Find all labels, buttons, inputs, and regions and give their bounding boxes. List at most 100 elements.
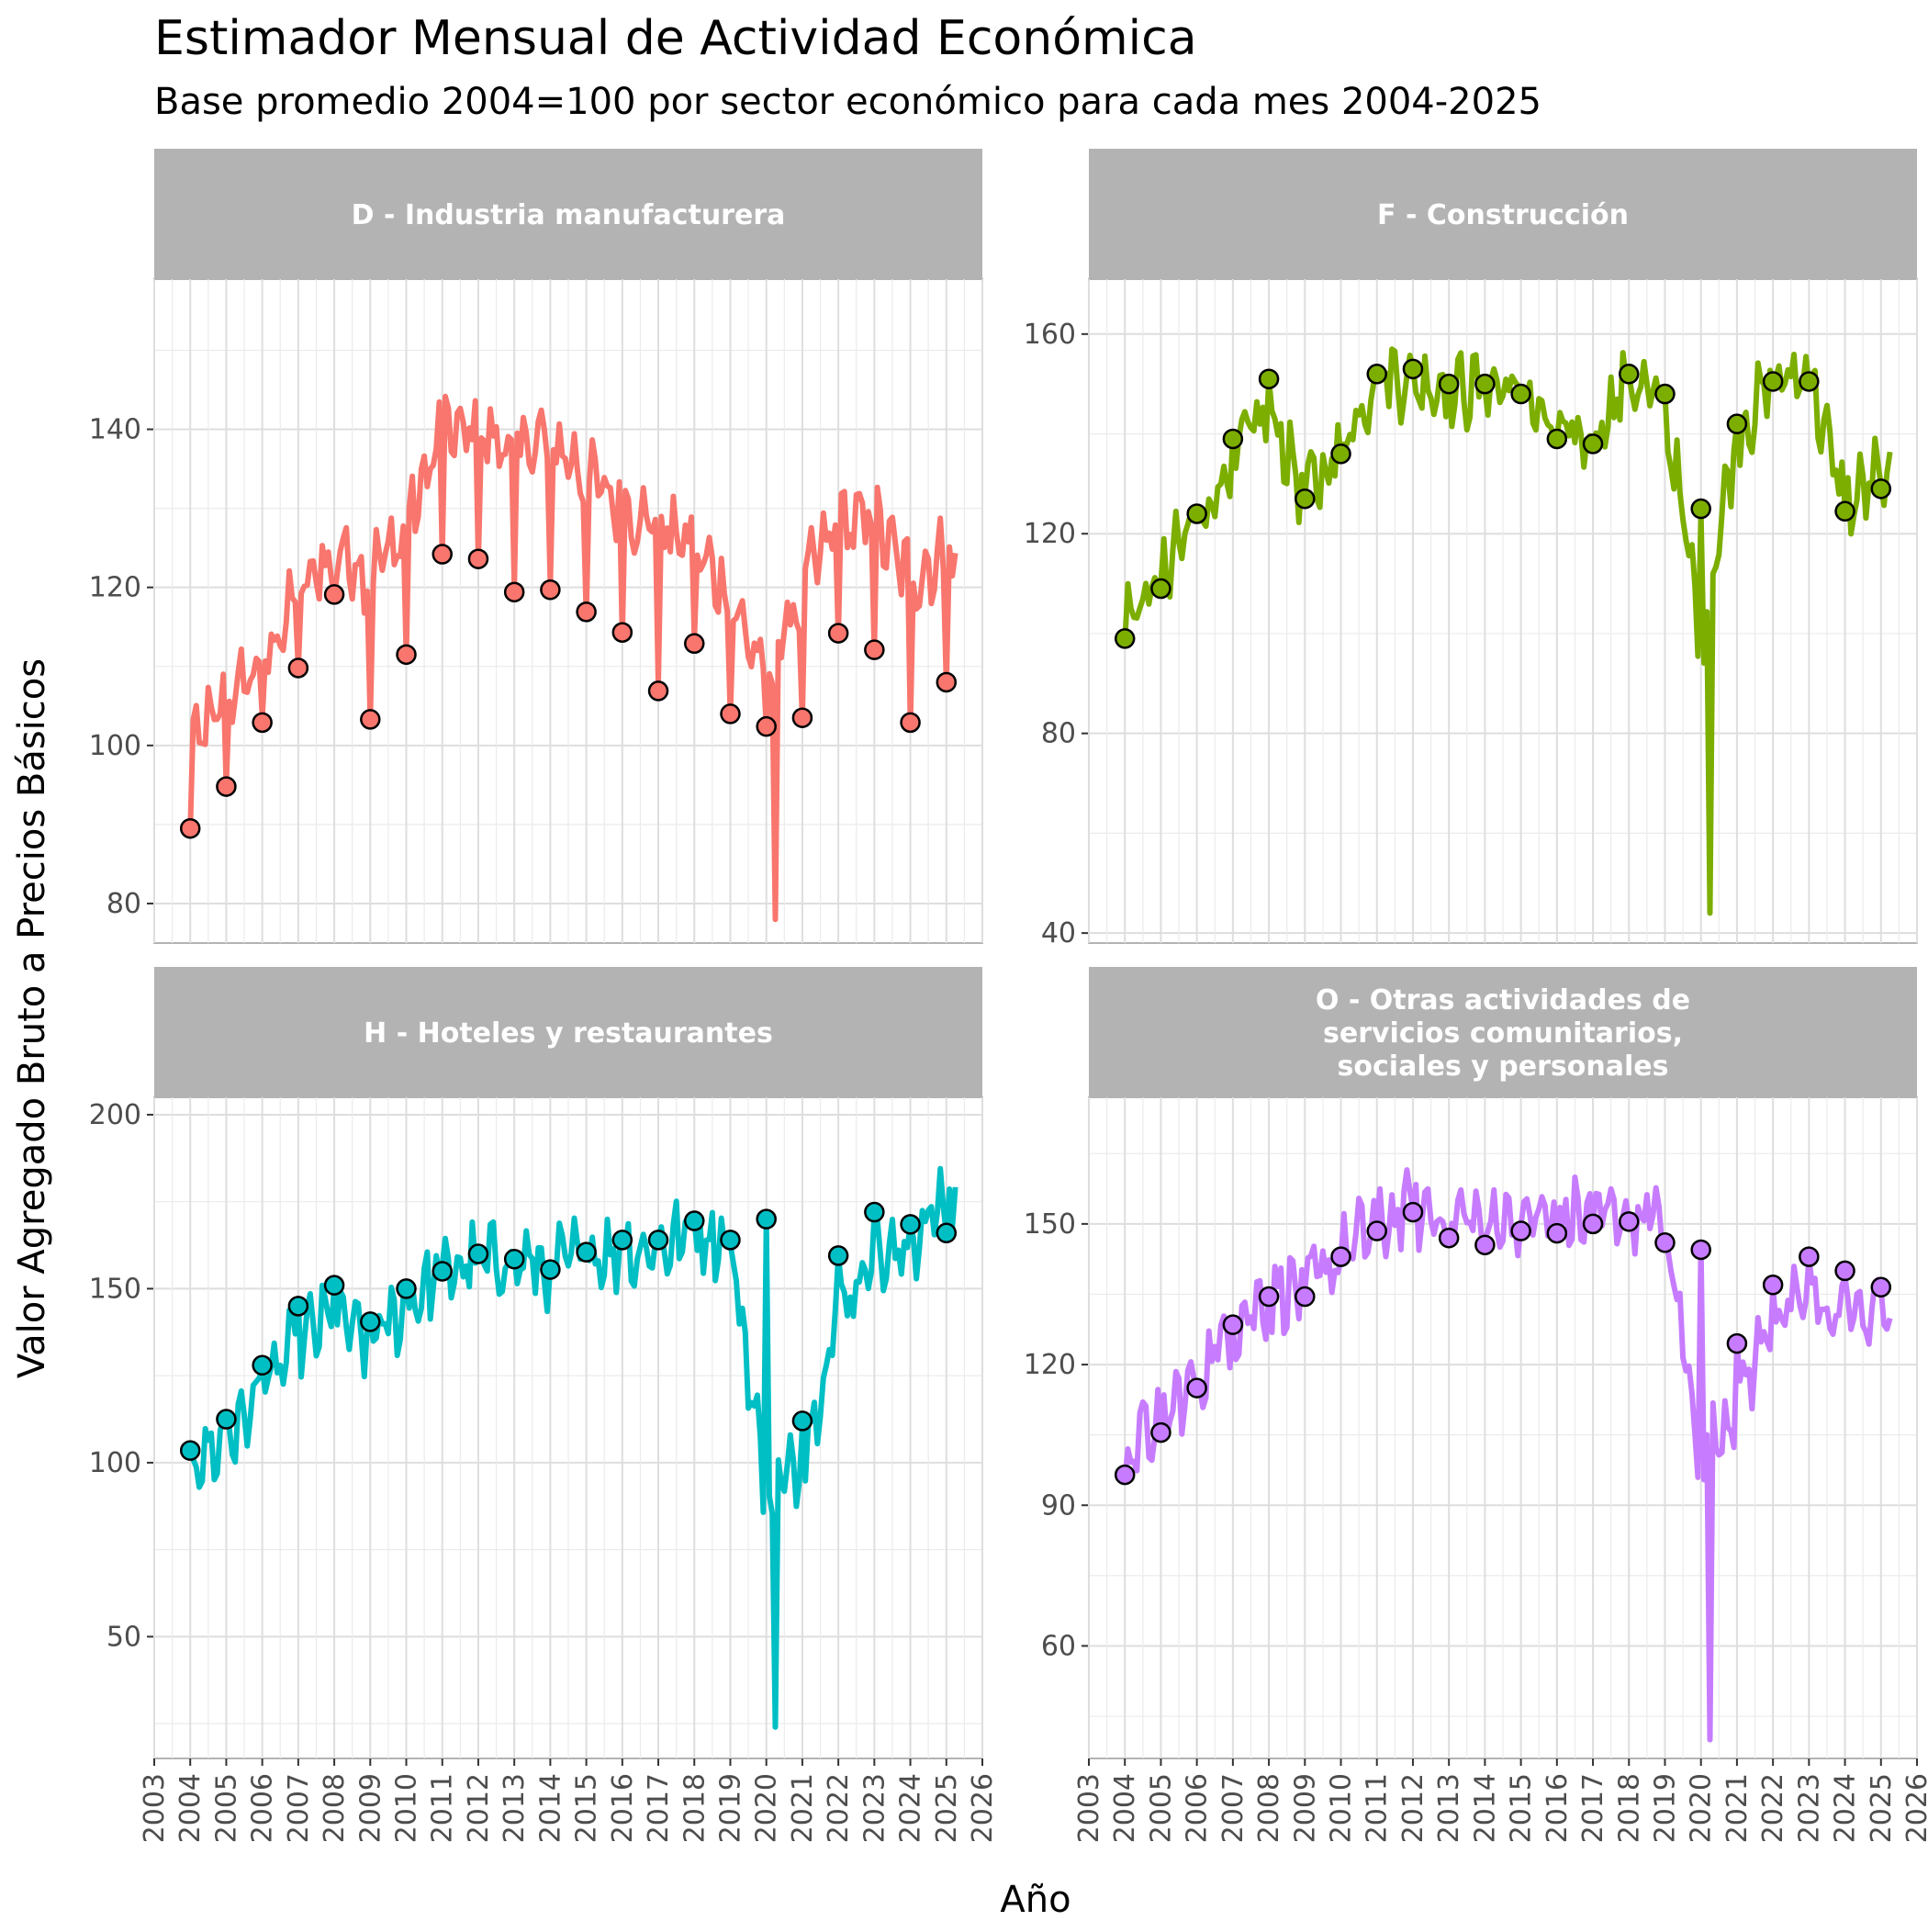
- y-tick-label: 120: [1024, 1349, 1076, 1381]
- data-point: [1834, 1260, 1855, 1282]
- data-point: [467, 548, 489, 569]
- y-tick-label: 80: [1041, 718, 1076, 750]
- data-point: [1474, 373, 1496, 395]
- data-point: [1186, 503, 1207, 524]
- data-point: [1654, 383, 1676, 405]
- x-tick-label: 2025: [1866, 1773, 1898, 1843]
- panel-strip-label: sociales y personales: [1338, 1050, 1669, 1083]
- data-point: [1762, 1275, 1784, 1296]
- data-point: [1258, 1286, 1280, 1308]
- data-point: [576, 601, 597, 623]
- x-tick-label: 2016: [607, 1773, 639, 1843]
- data-point: [936, 671, 958, 693]
- x-tick-label: 2010: [391, 1773, 423, 1843]
- data-point: [647, 680, 669, 702]
- x-tick-label: 2014: [534, 1773, 566, 1843]
- x-tick-label: 2013: [1433, 1773, 1465, 1843]
- data-point: [1762, 371, 1784, 392]
- data-point: [1510, 1220, 1531, 1241]
- x-tick-label: 2023: [1793, 1773, 1825, 1843]
- data-point: [252, 712, 273, 734]
- data-point: [1402, 358, 1424, 380]
- data-point: [1834, 500, 1855, 522]
- x-tick-label: 2019: [714, 1773, 746, 1843]
- data-point: [396, 644, 417, 666]
- data-point: [900, 712, 921, 734]
- panel-strip: [1089, 967, 1917, 1097]
- y-tick-label: 140: [89, 414, 141, 446]
- data-point: [827, 623, 849, 644]
- x-tick-label: 2013: [499, 1773, 531, 1843]
- x-tick-label: 2018: [1613, 1773, 1645, 1843]
- data-point: [1295, 1286, 1316, 1308]
- data-point: [1150, 1421, 1171, 1443]
- x-axis-label: Año: [1000, 1879, 1070, 1921]
- data-point: [756, 1208, 777, 1230]
- data-point: [1114, 628, 1136, 649]
- x-tick-label: 2026: [1901, 1773, 1928, 1843]
- data-point: [1186, 1377, 1207, 1398]
- data-point: [360, 709, 381, 730]
- panel-strip-label: servicios comunitarios,: [1323, 1017, 1683, 1050]
- x-tick-label: 2004: [174, 1773, 207, 1843]
- data-point: [1402, 1201, 1424, 1223]
- x-tick-label: 2020: [751, 1773, 783, 1843]
- series-line: [187, 1165, 958, 1730]
- data-point: [791, 1410, 813, 1432]
- data-point: [1222, 428, 1244, 450]
- data-point: [1330, 1246, 1351, 1267]
- x-tick-label: 2008: [1253, 1773, 1285, 1843]
- x-tick-label: 2020: [1686, 1773, 1718, 1843]
- data-point: [179, 1440, 201, 1461]
- data-point: [1726, 413, 1748, 434]
- y-tick-label: 60: [1041, 1630, 1076, 1662]
- panel-strip-label: O - Otras actividades de: [1316, 984, 1690, 1017]
- x-tick-label: 2015: [571, 1773, 603, 1843]
- panel-1: D - Industria manufacturera 80 100 120 140: [89, 149, 983, 944]
- x-tick-label: 2019: [1649, 1773, 1681, 1843]
- data-point: [1474, 1234, 1496, 1256]
- x-tick-label: 2003: [139, 1773, 171, 1843]
- data-point: [467, 1243, 489, 1264]
- panel-strip: [154, 149, 982, 279]
- data-point: [1619, 1211, 1640, 1232]
- x-tick-label: 2006: [1182, 1773, 1214, 1843]
- data-point: [936, 1222, 958, 1244]
- x-tick-label: 2026: [967, 1773, 999, 1843]
- x-tick-label: 2010: [1326, 1773, 1358, 1843]
- data-point: [611, 1230, 633, 1251]
- x-tick-label: 2016: [1541, 1773, 1574, 1843]
- data-point: [323, 584, 345, 605]
- data-point: [1222, 1314, 1244, 1335]
- chart-subtitle: Base promedio 2004=100 por sector económ…: [154, 81, 1541, 123]
- y-tick-label: 40: [1041, 917, 1076, 949]
- data-point: [647, 1230, 669, 1251]
- data-point: [1870, 1276, 1892, 1298]
- data-point: [432, 1261, 453, 1282]
- x-tick-label: 2025: [931, 1773, 963, 1843]
- data-point: [1690, 1239, 1711, 1261]
- x-tick-label: 2004: [1109, 1773, 1141, 1843]
- panel-strip-label: F - Construcción: [1377, 199, 1629, 231]
- series-line: [187, 393, 958, 923]
- y-tick-label: 160: [1024, 319, 1076, 351]
- x-tick-label: 2024: [895, 1773, 927, 1843]
- x-tick-label: 2015: [1506, 1773, 1538, 1843]
- data-point: [756, 715, 777, 737]
- data-point: [179, 817, 201, 839]
- x-tick-label: 2012: [1397, 1773, 1429, 1843]
- series-line: [1122, 1167, 1893, 1743]
- x-tick-label: 2023: [858, 1773, 891, 1843]
- data-point: [1330, 444, 1351, 465]
- data-point: [1799, 1246, 1820, 1267]
- x-tick-label: 2014: [1469, 1773, 1501, 1843]
- x-tick-label: 2006: [247, 1773, 279, 1843]
- data-point: [720, 1230, 741, 1251]
- data-point: [287, 657, 309, 679]
- y-tick-label: 120: [1024, 518, 1076, 550]
- panel-strip-label: H - Hoteles y restaurantes: [364, 1017, 773, 1050]
- data-point: [396, 1278, 417, 1299]
- chart-title: Estimador Mensual de Actividad Económica: [154, 11, 1197, 66]
